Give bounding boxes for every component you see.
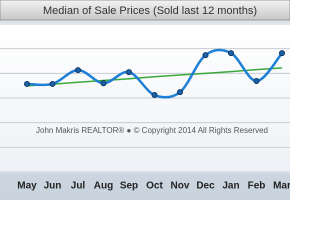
trend-line [26,67,283,87]
x-tick-label: Feb [248,181,266,192]
x-tick-label: Mar [273,181,290,192]
point [49,80,56,87]
x-tick-label: Jun [44,181,62,192]
x-tick-label: Nov [171,181,190,192]
point [202,52,209,59]
title-bar [0,0,290,21]
x-tick-label: Oct [146,181,163,192]
x-tick-label: Aug [94,181,113,192]
x-tick-label: Sep [120,181,138,192]
point [151,92,158,99]
watermark: John Makris REALTOR® ● © Copyright 2014 … [36,126,268,135]
point [126,69,133,76]
x-tick-label: May [17,181,37,192]
x-tick-label: Jan [222,181,239,192]
chart: Median of Sale Prices (Sold last 12 mont… [0,0,290,200]
chart-title: Median of Sale Prices (Sold last 12 mont… [43,5,257,17]
point [253,77,260,84]
x-tick-label: Dec [196,181,215,192]
point [278,50,285,57]
point [100,80,107,87]
point [227,50,234,57]
point [75,67,82,74]
point [23,80,30,87]
x-tick-label: Jul [71,181,86,192]
point [176,89,183,96]
